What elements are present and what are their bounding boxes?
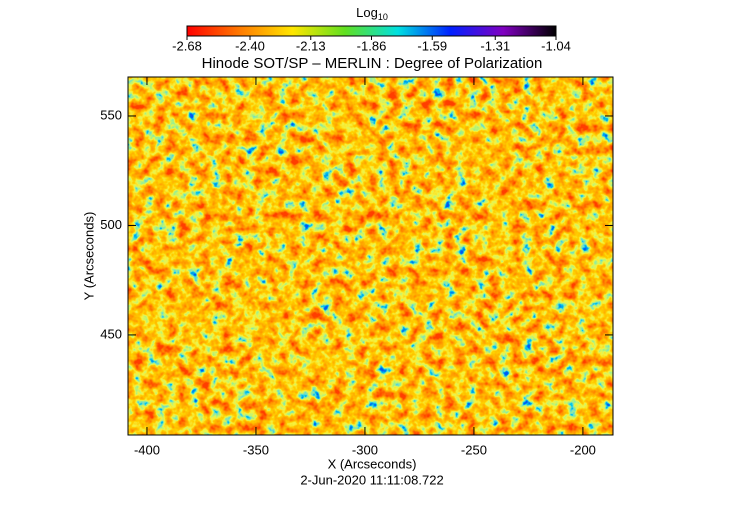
colorbar-label-subscript: 10 [378,12,388,22]
colorbar-tick-label: -1.31 [480,38,510,53]
x-tick-label: -350 [243,442,269,457]
plot-frame [127,76,614,436]
y-tick-label: 550 [100,107,122,122]
colorbar-tick-label: -1.59 [417,38,447,53]
y-tick-label: 450 [100,326,122,341]
x-tick-label: -200 [570,442,596,457]
colorbar-tick-label: -2.68 [172,38,202,53]
colorbar-tick-label: -1.04 [541,38,571,53]
heatmap-image [128,77,613,435]
x-tick-label: -400 [134,442,160,457]
y-tick-label: 500 [100,217,122,232]
colorbar [186,25,557,37]
x-tick-label: -250 [461,442,487,457]
y-axis-label: Y (Arcseconds) [81,212,96,301]
colorbar-tick-label: -1.86 [357,38,387,53]
colorbar-label-text: Log [356,5,378,20]
x-tick-label: -300 [352,442,378,457]
colorbar-label: Log10 [356,5,388,22]
colorbar-tick-label: -2.13 [296,38,326,53]
chart-title: Hinode SOT/SP – MERLIN : Degree of Polar… [202,55,543,72]
footer-timestamp: 2-Jun-2020 11:11:08.722 [300,472,443,487]
x-axis-label: X (Arcseconds) [328,456,417,471]
colorbar-tick-label: -2.40 [235,38,265,53]
